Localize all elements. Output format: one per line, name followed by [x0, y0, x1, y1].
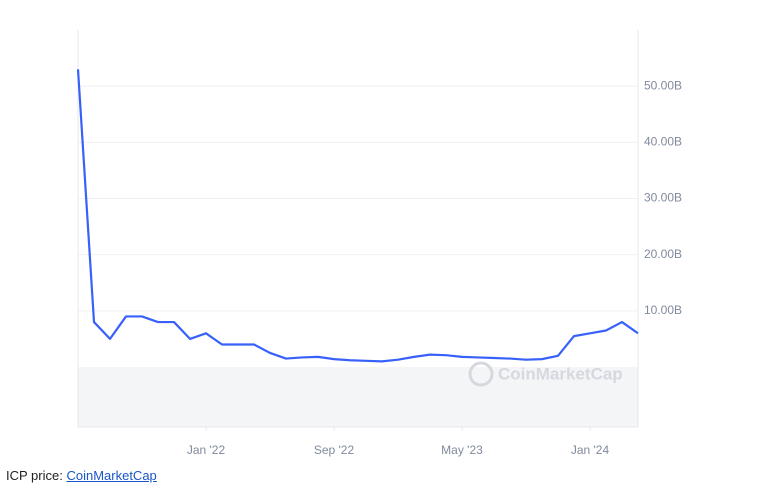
- x-tick-label: May '23: [441, 443, 483, 457]
- caption-link[interactable]: CoinMarketCap: [66, 468, 157, 483]
- watermark-text: CoinMarketCap: [498, 364, 623, 383]
- x-tick-label: Sep '22: [314, 443, 355, 457]
- y-tick-label: 30.00B: [644, 191, 682, 205]
- x-tick-label: Jan '22: [187, 443, 226, 457]
- chart: CoinMarketCap 10.00B 20.00B 30.00B 40.00B 50…: [76, 30, 682, 457]
- volume-area: [78, 367, 638, 427]
- caption: ICP price: CoinMarketCap: [6, 468, 157, 483]
- y-tick-label: 10.00B: [644, 303, 682, 317]
- y-tick-label: 40.00B: [644, 135, 682, 149]
- watermark: CoinMarketCap: [468, 361, 623, 387]
- x-tick-label: Jan '24: [571, 443, 610, 457]
- y-tick-label: 50.00B: [644, 78, 682, 92]
- y-tick-label: 20.00B: [644, 247, 682, 261]
- price-line: [76, 69, 639, 363]
- caption-prefix: ICP price:: [6, 468, 63, 483]
